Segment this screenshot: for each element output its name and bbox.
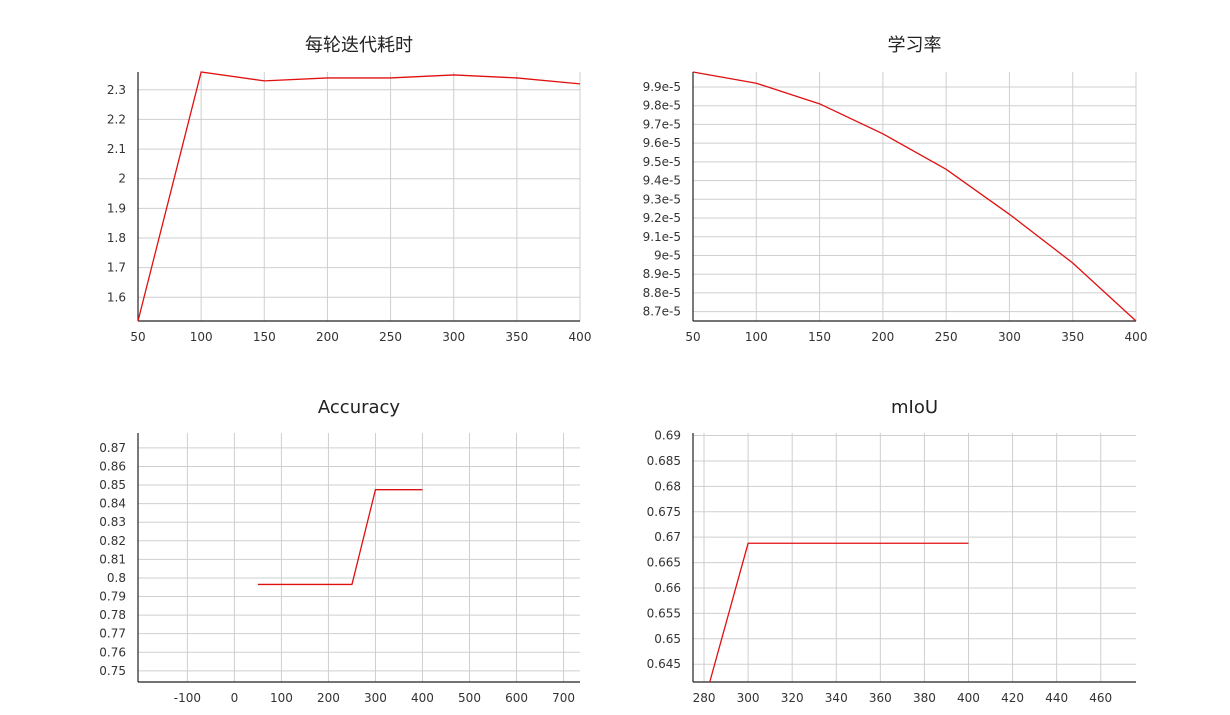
x-tick-label: 300 bbox=[998, 330, 1021, 344]
y-tick-label: 9.7e-5 bbox=[643, 117, 681, 131]
x-tick-label: 440 bbox=[1045, 691, 1068, 705]
y-tick-label: 0.665 bbox=[647, 556, 681, 570]
x-tick-label: 100 bbox=[270, 691, 293, 705]
y-tick-label: 0.81 bbox=[99, 552, 126, 566]
y-tick-label: 9.4e-5 bbox=[643, 174, 681, 188]
x-tick-label: 300 bbox=[364, 691, 387, 705]
chart-title: 每轮迭代耗时 bbox=[305, 35, 413, 56]
x-tick-label: 350 bbox=[1061, 330, 1084, 344]
y-tick-label: 2.2 bbox=[107, 112, 126, 126]
x-tick-label: 360 bbox=[869, 691, 892, 705]
x-tick-label: 250 bbox=[379, 330, 402, 344]
y-tick-label: 0.75 bbox=[99, 664, 126, 678]
x-tick-label: 420 bbox=[1001, 691, 1024, 705]
x-tick-label: 100 bbox=[745, 330, 768, 344]
y-tick-label: 0.675 bbox=[647, 505, 681, 519]
y-tick-label: 8.9e-5 bbox=[643, 267, 681, 281]
x-tick-label: 100 bbox=[190, 330, 213, 344]
y-tick-label: 0.8 bbox=[107, 571, 126, 585]
y-tick-label: 0.655 bbox=[647, 606, 681, 620]
y-tick-label: 0.69 bbox=[654, 429, 681, 443]
x-tick-label: 150 bbox=[808, 330, 831, 344]
y-tick-label: 9.9e-5 bbox=[643, 80, 681, 94]
x-tick-label: 300 bbox=[442, 330, 465, 344]
y-tick-label: 9.8e-5 bbox=[643, 99, 681, 113]
series-line bbox=[257, 489, 423, 586]
y-tick-label: 2.1 bbox=[107, 142, 126, 156]
y-tick-label: 0.685 bbox=[647, 454, 681, 468]
y-tick-label: 9.6e-5 bbox=[643, 136, 681, 150]
y-tick-label: 0.87 bbox=[99, 441, 126, 455]
y-tick-label: 0.78 bbox=[99, 608, 126, 622]
series-line bbox=[137, 71, 581, 322]
x-tick-label: 700 bbox=[552, 691, 575, 705]
x-tick-label: 200 bbox=[316, 330, 339, 344]
y-tick-label: 0.76 bbox=[99, 645, 126, 659]
y-tick-label: 9e-5 bbox=[654, 248, 681, 262]
chart-iter-time: 每轮迭代耗时 1.6 1.7 1.8 1.9 2 2.1 2.2 2.3 50 100 150 200 2… bbox=[107, 35, 592, 344]
x-tick-label: 280 bbox=[693, 691, 716, 705]
y-tick-label: 1.6 bbox=[107, 290, 126, 304]
y-tick-label: 0.65 bbox=[654, 632, 681, 646]
y-tick-label: 8.7e-5 bbox=[643, 305, 681, 319]
y-tick-label: 0.86 bbox=[99, 459, 126, 473]
chart-title: 学习率 bbox=[888, 35, 942, 56]
x-tick-label: 460 bbox=[1089, 691, 1112, 705]
x-tick-label: 400 bbox=[411, 691, 434, 705]
x-tick-label: 250 bbox=[935, 330, 958, 344]
x-tick-label: 350 bbox=[505, 330, 528, 344]
x-tick-label: 500 bbox=[458, 691, 481, 705]
y-tick-label: 0.85 bbox=[99, 478, 126, 492]
x-tick-label: 200 bbox=[317, 691, 340, 705]
y-tick-label: 0.77 bbox=[99, 627, 126, 641]
x-tick-label: 0 bbox=[231, 691, 239, 705]
y-tick-label: 0.68 bbox=[654, 479, 681, 493]
series-line bbox=[709, 542, 969, 683]
x-tick-label: 200 bbox=[871, 330, 894, 344]
y-tick-label: 1.8 bbox=[107, 231, 126, 245]
x-tick-label: 320 bbox=[781, 691, 804, 705]
y-tick-label: 1.7 bbox=[107, 261, 126, 275]
y-tick-label: 9.1e-5 bbox=[643, 230, 681, 244]
chart-accuracy: Accuracy 0.75 0.76 0.77 0.78 0.79 0.8 0.81 0.82 0… bbox=[99, 397, 580, 705]
y-tick-label: 9.2e-5 bbox=[643, 211, 681, 225]
y-tick-label: 0.82 bbox=[99, 534, 126, 548]
x-tick-label: 400 bbox=[1125, 330, 1148, 344]
x-tick-label: 400 bbox=[569, 330, 592, 344]
x-tick-label: 50 bbox=[130, 330, 145, 344]
x-tick-label: 400 bbox=[957, 691, 980, 705]
x-tick-label: 150 bbox=[253, 330, 276, 344]
x-tick-label: 380 bbox=[913, 691, 936, 705]
y-tick-label: 9.5e-5 bbox=[643, 155, 681, 169]
x-tick-label: 50 bbox=[685, 330, 700, 344]
y-tick-label: 0.79 bbox=[99, 590, 126, 604]
y-tick-label: 0.66 bbox=[654, 581, 681, 595]
x-tick-label: 600 bbox=[505, 691, 528, 705]
y-tick-label: 8.8e-5 bbox=[643, 286, 681, 300]
y-tick-label: 9.3e-5 bbox=[643, 192, 681, 206]
y-tick-label: 0.67 bbox=[654, 530, 681, 544]
x-tick-label: -100 bbox=[174, 691, 201, 705]
chart-miou: mIoU 0.645 0.65 0.655 0.66 0.665 0.67 0.675 0.68… bbox=[647, 397, 1136, 705]
y-tick-label: 2.3 bbox=[107, 83, 126, 97]
chart-learning-rate: 学习率 8.7e-5 8.8e-5 8.9e-5 9e-5 9.1e-5 9.2e-5 9.3… bbox=[643, 35, 1148, 344]
y-tick-label: 2 bbox=[118, 172, 126, 186]
y-tick-label: 0.84 bbox=[99, 497, 126, 511]
y-tick-label: 0.645 bbox=[647, 657, 681, 671]
y-tick-label: 0.83 bbox=[99, 515, 126, 529]
y-tick-label: 1.9 bbox=[107, 201, 126, 215]
series-line bbox=[692, 71, 1137, 322]
chart-title: mIoU bbox=[891, 397, 938, 418]
chart-title: Accuracy bbox=[318, 397, 401, 418]
x-tick-label: 300 bbox=[737, 691, 760, 705]
x-tick-label: 340 bbox=[825, 691, 848, 705]
